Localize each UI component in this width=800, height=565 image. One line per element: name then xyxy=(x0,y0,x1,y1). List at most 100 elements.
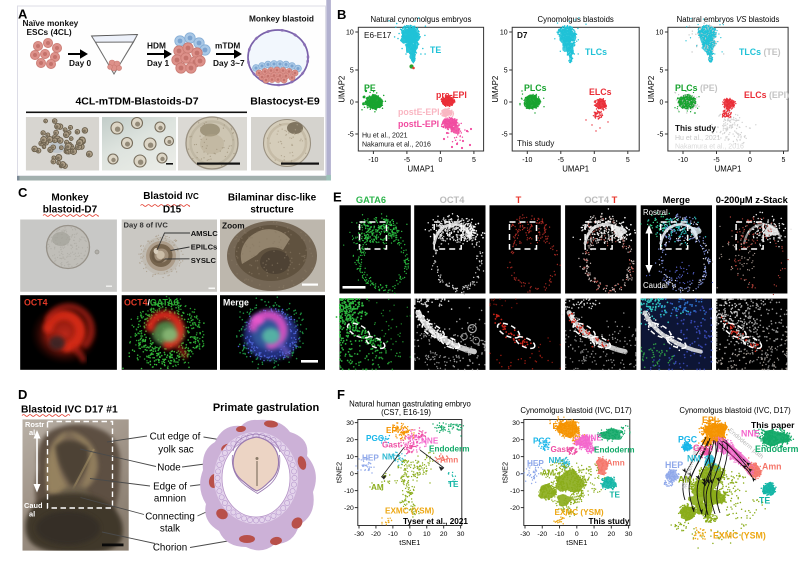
svg-text:Blastocyst-E9: Blastocyst-E9 xyxy=(250,96,320,108)
svg-text:0: 0 xyxy=(438,157,442,164)
svg-text:EXMC (YSM): EXMC (YSM) xyxy=(555,508,604,517)
svg-text:PGC: PGC xyxy=(366,434,384,443)
svg-text:T: T xyxy=(516,195,522,205)
svg-text:al: al xyxy=(29,510,35,519)
svg-text:Natural cynomolgus embryos: Natural cynomolgus embryos xyxy=(370,15,471,24)
svg-text:10: 10 xyxy=(346,30,354,37)
svg-text:5: 5 xyxy=(782,157,786,164)
svg-text:D7: D7 xyxy=(517,31,528,40)
svg-text:-10: -10 xyxy=(344,488,354,495)
svg-text:UMAP2: UMAP2 xyxy=(647,76,656,103)
svg-text:PLCs: PLCs xyxy=(524,83,547,93)
svg-text:This paper: This paper xyxy=(751,420,795,430)
svg-text:structure: structure xyxy=(250,205,294,216)
svg-text:-10: -10 xyxy=(510,488,520,495)
svg-text:20: 20 xyxy=(440,531,448,538)
svg-text:EXMC (YSM): EXMC (YSM) xyxy=(713,531,766,541)
svg-text:Monkey: Monkey xyxy=(51,193,89,204)
svg-text:-10: -10 xyxy=(555,531,565,538)
svg-text:HDM: HDM xyxy=(147,41,166,51)
svg-text:Edge of: Edge of xyxy=(153,482,187,493)
svg-text:EPI: EPI xyxy=(553,422,566,431)
svg-text:AM: AM xyxy=(371,483,384,492)
svg-text:0: 0 xyxy=(504,100,508,107)
svg-text:-20: -20 xyxy=(510,505,520,512)
svg-text:TE: TE xyxy=(759,496,770,506)
svg-text:Day 8 of IVC: Day 8 of IVC xyxy=(124,221,169,230)
svg-text:HEP: HEP xyxy=(665,460,683,470)
svg-text:PGC: PGC xyxy=(533,437,551,446)
svg-text:ELCs: ELCs xyxy=(589,87,612,97)
svg-text:tSNE2: tSNE2 xyxy=(500,462,509,483)
svg-text:NNE: NNE xyxy=(741,429,760,439)
svg-text:pre-EPI: pre-EPI xyxy=(436,90,467,100)
svg-text:Nakamura et al., 2016: Nakamura et al., 2016 xyxy=(675,144,744,151)
svg-text:C: C xyxy=(18,185,28,200)
svg-text:0: 0 xyxy=(350,100,354,107)
svg-text:TE: TE xyxy=(448,480,459,489)
svg-text:Day 0: Day 0 xyxy=(69,58,92,68)
svg-text:blastoid-D7: blastoid-D7 xyxy=(43,205,98,216)
svg-text:-5: -5 xyxy=(501,132,507,139)
svg-text:E: E xyxy=(333,190,342,205)
svg-text:Connecting: Connecting xyxy=(145,512,195,523)
svg-text:0: 0 xyxy=(592,157,596,164)
svg-text:0: 0 xyxy=(575,531,579,538)
svg-text:10: 10 xyxy=(512,454,520,461)
svg-text:5: 5 xyxy=(350,68,354,75)
svg-text:-5: -5 xyxy=(713,157,719,164)
svg-text:10: 10 xyxy=(656,30,664,37)
svg-text:10: 10 xyxy=(590,531,598,538)
svg-text:stalk: stalk xyxy=(160,524,180,535)
svg-text:Day 1: Day 1 xyxy=(147,58,170,68)
svg-text:OCT4 T: OCT4 T xyxy=(584,195,617,205)
svg-text:-30: -30 xyxy=(354,531,364,538)
svg-text:NNE: NNE xyxy=(421,437,439,446)
svg-text:30: 30 xyxy=(512,420,520,427)
svg-text:This study: This study xyxy=(589,517,630,526)
svg-text:F: F xyxy=(337,387,345,402)
svg-text:-10: -10 xyxy=(678,157,688,164)
svg-text:-20: -20 xyxy=(537,531,547,538)
svg-text:GATA6: GATA6 xyxy=(356,195,386,205)
svg-text:postE-EPI: postE-EPI xyxy=(398,107,440,117)
svg-text:B: B xyxy=(337,7,346,22)
svg-text:-10: -10 xyxy=(368,157,378,164)
svg-text:ELCs (EPI): ELCs (EPI) xyxy=(744,90,789,100)
svg-text:Blastoid IVC D17 #1: Blastoid IVC D17 #1 xyxy=(21,405,118,416)
svg-text:-20: -20 xyxy=(344,505,354,512)
svg-text:tSNE1: tSNE1 xyxy=(399,538,420,547)
svg-text:Cut edge of: Cut edge of xyxy=(150,432,201,443)
svg-text:0: 0 xyxy=(408,531,412,538)
svg-text:Naïve monkey: Naïve monkey xyxy=(23,18,79,28)
svg-text:-30: -30 xyxy=(520,531,530,538)
svg-text:5: 5 xyxy=(659,68,663,75)
svg-text:NM: NM xyxy=(382,453,395,462)
svg-text:Caudal: Caudal xyxy=(643,281,668,290)
svg-text:Amn: Amn xyxy=(440,456,458,465)
svg-text:0: 0 xyxy=(748,157,752,164)
svg-text:UMAP2: UMAP2 xyxy=(491,76,500,103)
svg-text:UMAP1: UMAP1 xyxy=(562,165,589,174)
svg-text:al: al xyxy=(29,428,35,437)
svg-text:Rostral: Rostral xyxy=(643,208,668,217)
svg-text:30: 30 xyxy=(625,531,633,538)
svg-text:NM: NM xyxy=(687,454,701,464)
svg-text:5: 5 xyxy=(472,157,476,164)
svg-text:UMAP2: UMAP2 xyxy=(337,76,346,103)
svg-text:EPILCs: EPILCs xyxy=(191,243,218,252)
svg-text:OCT4: OCT4 xyxy=(440,195,466,205)
svg-text:Zoom: Zoom xyxy=(222,221,245,231)
svg-text:Chorion: Chorion xyxy=(153,543,187,554)
svg-text:Natural human gastrulating emb: Natural human gastrulating embryo xyxy=(349,400,471,409)
svg-text:-5: -5 xyxy=(404,157,410,164)
svg-text:30: 30 xyxy=(457,531,465,538)
svg-text:Nakamura et al., 2016: Nakamura et al., 2016 xyxy=(362,142,431,149)
svg-text:(CS7, E16-19): (CS7, E16-19) xyxy=(381,408,431,417)
svg-text:-5: -5 xyxy=(558,157,564,164)
svg-text:PLCs (PE): PLCs (PE) xyxy=(675,83,718,93)
svg-text:PE: PE xyxy=(364,83,376,93)
svg-text:Monkey blastoid: Monkey blastoid xyxy=(249,14,314,24)
svg-text:mTDM: mTDM xyxy=(215,41,240,51)
svg-text:-10: -10 xyxy=(522,157,532,164)
